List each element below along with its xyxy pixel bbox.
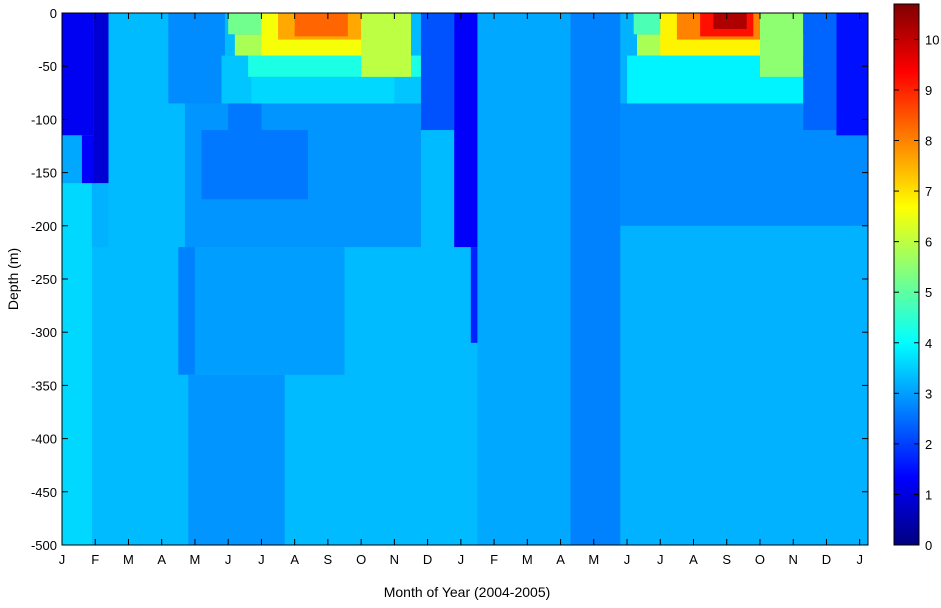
x-tick-label: M — [522, 552, 533, 567]
heatmap-cell — [201, 130, 308, 200]
x-tick-label: O — [755, 552, 765, 567]
y-axis: 0 -50 -100 -150 -200 -250 -300 -350 -400 -450 -500 — [31, 6, 868, 553]
x-tick-label: O — [356, 552, 366, 567]
colorbar-tick-label: 8 — [925, 134, 932, 149]
heatmap-cell — [454, 13, 478, 248]
y-tick-label: -450 — [31, 485, 57, 500]
heatmap-cells — [62, 13, 868, 545]
heatmap-cell — [361, 13, 411, 77]
x-tick-label: A — [157, 552, 166, 567]
x-tick-label: M — [588, 552, 599, 567]
x-tick-label: M — [190, 552, 201, 567]
x-tick-label: J — [657, 552, 664, 567]
heatmap-cell — [62, 135, 82, 184]
heatmap-cell — [178, 247, 195, 375]
colorbar — [894, 4, 919, 545]
y-axis-label: Depth (m) — [5, 248, 21, 310]
heatmap-cell — [62, 13, 94, 136]
heatmap-cell — [620, 225, 868, 545]
x-tick-label: J — [258, 552, 265, 567]
y-tick-label: -200 — [31, 219, 57, 234]
x-tick-label: J — [624, 552, 631, 567]
x-tick-label: D — [423, 552, 432, 567]
heatmap-cell — [81, 135, 96, 184]
colorbar-tick-label: 1 — [925, 487, 932, 502]
colorbar-tick-label: 2 — [925, 437, 932, 452]
x-tick-label: J — [225, 552, 232, 567]
heatmap-cell — [477, 13, 571, 545]
colorbar-tick-label: 10 — [925, 32, 939, 47]
y-tick-label: -100 — [31, 112, 57, 127]
y-tick-label: -250 — [31, 272, 57, 287]
heatmap-cell — [759, 13, 804, 77]
heatmap-cell — [803, 13, 837, 131]
y-tick-label: -150 — [31, 166, 57, 181]
x-tick-label: M — [123, 552, 134, 567]
y-tick-label: -300 — [31, 325, 57, 340]
x-tick-label: A — [689, 552, 698, 567]
colorbar-tick-label: 4 — [925, 336, 932, 351]
colorbar-tick-label: 6 — [925, 235, 932, 250]
y-tick-label: -500 — [31, 538, 57, 553]
x-tick-label: S — [722, 552, 731, 567]
x-tick-label: S — [324, 552, 333, 567]
x-tick-label: N — [789, 552, 798, 567]
x-tick-label: A — [290, 552, 299, 567]
y-tick-label: -400 — [31, 432, 57, 447]
y-tick-label: -50 — [38, 59, 57, 74]
y-tick-label: 0 — [50, 6, 57, 21]
heatmap-cell — [93, 13, 109, 184]
heatmap-cell — [294, 13, 348, 37]
heatmap-cell — [570, 13, 621, 545]
heatmap-cell — [420, 13, 455, 131]
x-tick-label: J — [458, 552, 465, 567]
colorbar-tick-label: 9 — [925, 83, 932, 98]
x-axis-label: Month of Year (2004-2005) — [384, 584, 551, 600]
heatmap-cell — [108, 13, 169, 545]
heatmap-cell — [251, 76, 395, 104]
x-tick-label: A — [556, 552, 565, 567]
x-tick-label: F — [490, 552, 498, 567]
x-tick-label: F — [91, 552, 99, 567]
heatmap-cell — [91, 183, 109, 248]
colorbar-tick-label: 0 — [925, 538, 932, 553]
heatmap-cell — [228, 103, 262, 131]
x-tick-label: D — [822, 552, 831, 567]
heatmap-cell — [168, 13, 225, 104]
heatmap-cell — [188, 374, 285, 545]
heatmap-cell — [62, 183, 92, 545]
colorbar-tick-label: 5 — [925, 285, 932, 300]
y-tick-label: -350 — [31, 378, 57, 393]
x-tick-label: J — [856, 552, 863, 567]
colorbar-axis: 0 1 2 3 4 5 6 7 8 9 10 — [894, 32, 939, 553]
colorbar-tick-label: 3 — [925, 386, 932, 401]
colorbar-tick-label: 7 — [925, 184, 932, 199]
heatmap-cell — [194, 247, 345, 375]
heatmap-cell — [836, 13, 868, 136]
x-tick-label: N — [390, 552, 399, 567]
heatmap-cell — [470, 247, 478, 343]
colorbar-frame — [893, 3, 920, 546]
x-tick-label: J — [59, 552, 66, 567]
heatmap-cell — [713, 13, 747, 29]
